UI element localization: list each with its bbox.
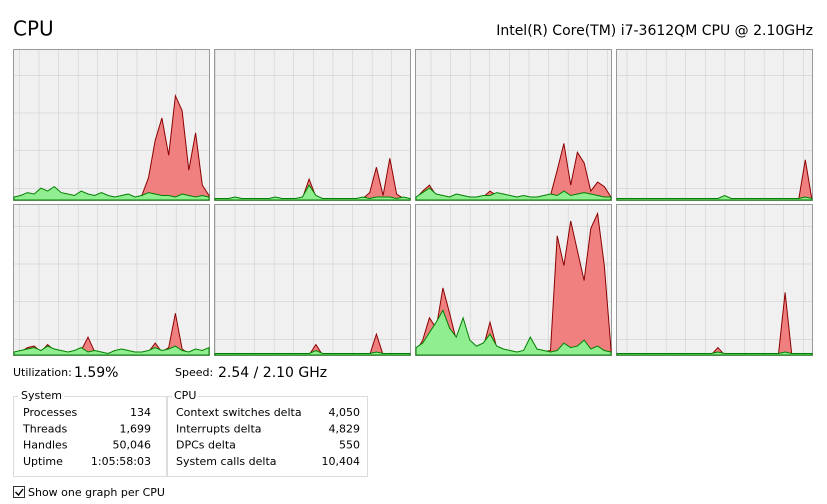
stat-label: Threads <box>22 422 67 435</box>
stat-label: Processes <box>23 406 77 419</box>
checkbox-label[interactable]: Show one graph per CPU <box>28 486 165 499</box>
cpu-area <box>415 187 612 201</box>
cpu-area <box>214 184 411 201</box>
checkbox[interactable] <box>13 486 25 498</box>
stat-label: Context switches delta <box>176 406 302 419</box>
stat-value: 10,404 <box>322 455 361 468</box>
stat-value: 4,050 <box>329 406 361 419</box>
group-title: CPU <box>174 389 196 402</box>
stat-label: System calls delta <box>176 455 277 468</box>
graph-grid <box>14 205 209 355</box>
title: CPU <box>13 17 54 41</box>
value: 2.54 / 2.10 GHz <box>218 365 327 381</box>
stat-label: DPCs delta <box>176 439 236 452</box>
stat-label: Handles <box>23 439 68 452</box>
graph-grid <box>215 50 410 200</box>
value: 1.59% <box>74 365 118 381</box>
label: Speed: <box>175 366 213 379</box>
cpu-area <box>13 185 210 201</box>
cpu-area <box>415 309 612 356</box>
stat-value: 1:05:58:03 <box>91 455 151 468</box>
graph-grid <box>617 50 812 200</box>
cpu-area <box>616 194 813 201</box>
stat-value: 4,829 <box>329 422 361 435</box>
cpu-area <box>214 349 411 356</box>
stat-value: 50,046 <box>113 439 152 452</box>
stat-value: 1,699 <box>120 422 152 435</box>
stat-label: Interrupts delta <box>176 422 262 435</box>
stat-value: 550 <box>339 439 360 452</box>
check <box>15 488 24 497</box>
group-title: System <box>21 389 62 402</box>
cpu-area <box>13 345 210 356</box>
label: Utilization: <box>13 366 72 379</box>
cpu-area <box>616 351 813 356</box>
group-box <box>13 396 167 477</box>
group-box <box>167 396 368 477</box>
graph-grid <box>617 205 812 355</box>
stat-label: Uptime <box>23 455 63 468</box>
box-gap <box>172 390 198 402</box>
graph-grid <box>215 205 410 355</box>
processor: Intel(R) Core(TM) i7-3612QM CPU @ 2.10GH… <box>496 23 813 39</box>
stat-value: 134 <box>130 406 151 419</box>
box-gap <box>18 390 64 402</box>
